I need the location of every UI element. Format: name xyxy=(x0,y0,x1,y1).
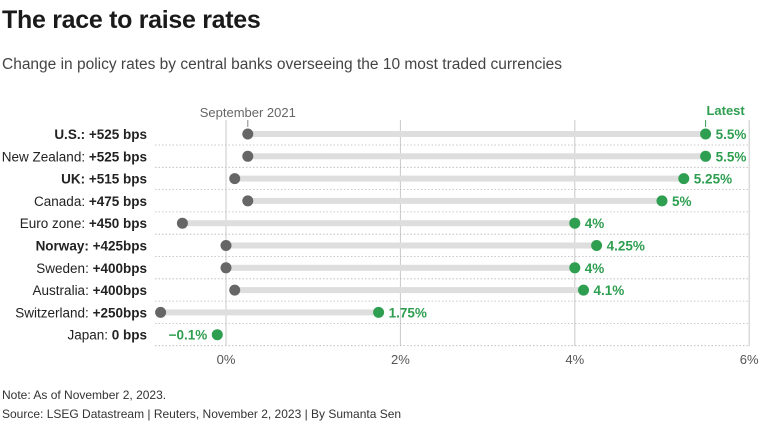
latest-value-label: 4% xyxy=(585,216,605,231)
range-bar xyxy=(182,220,575,227)
row-country: New Zealand: xyxy=(2,149,89,164)
start-point xyxy=(220,262,232,274)
row-label: Japan: 0 bps xyxy=(67,328,147,343)
row-country: U.S.: xyxy=(54,127,89,142)
latest-point xyxy=(678,173,690,185)
row-change: +450 bps xyxy=(89,216,147,231)
row-label: Euro zone: +450 bps xyxy=(20,216,147,231)
row-label: Norway: +425bps xyxy=(36,239,147,254)
latest-point xyxy=(569,262,581,274)
row-change: +400bps xyxy=(93,261,147,276)
range-bar xyxy=(247,153,706,160)
row-change: +250bps xyxy=(93,305,147,320)
row-change: +515 bps xyxy=(89,172,147,187)
latest-point xyxy=(700,128,712,140)
chart-source: Source: LSEG Datastream | Reuters, Novem… xyxy=(2,407,402,421)
range-bar xyxy=(247,197,663,204)
row-label: Australia: +400bps xyxy=(33,283,147,298)
row-country: Sweden: xyxy=(36,261,92,276)
latest-label: Latest xyxy=(706,103,745,118)
latest-value-label: 5.5% xyxy=(716,149,747,164)
row-country: Switzerland: xyxy=(15,305,92,320)
start-label: September 2021 xyxy=(200,105,296,120)
latest-point xyxy=(569,217,581,229)
row-country: Canada: xyxy=(34,194,89,209)
row-label: Switzerland: +250bps xyxy=(15,305,147,320)
latest-value-label: 4.1% xyxy=(594,283,625,298)
start-point xyxy=(176,217,188,229)
latest-value-label: −0.1% xyxy=(169,328,208,343)
row-country: Euro zone: xyxy=(20,216,89,231)
start-point xyxy=(242,128,254,140)
row-change: 0 bps xyxy=(112,328,147,343)
start-point xyxy=(242,150,254,162)
row-change: +425bps xyxy=(93,239,147,254)
chart-title: The race to raise rates xyxy=(2,6,261,34)
latest-value-label: 4.25% xyxy=(607,239,645,254)
row-country: Norway: xyxy=(36,239,93,254)
x-tick-label: 0% xyxy=(217,352,236,367)
range-bar xyxy=(160,309,379,316)
start-point xyxy=(229,284,241,296)
row-label: U.S.: +525 bps xyxy=(54,127,147,142)
start-point xyxy=(155,306,167,318)
latest-value-label: 4% xyxy=(585,261,605,276)
latest-point xyxy=(591,240,603,251)
row-label: Canada: +475 bps xyxy=(34,194,147,209)
x-tick-label: 6% xyxy=(740,352,759,367)
latest-point xyxy=(656,195,668,207)
row-country: UK: xyxy=(61,172,89,187)
latest-value-label: 5.5% xyxy=(716,127,747,142)
range-bar xyxy=(234,287,584,294)
latest-value-label: 1.75% xyxy=(389,305,427,320)
row-change: +525 bps xyxy=(89,127,147,142)
row-change: +400bps xyxy=(93,283,147,298)
latest-value-label: 5.25% xyxy=(694,172,732,187)
latest-value-label: 5% xyxy=(672,194,692,209)
x-tick-label: 4% xyxy=(565,352,584,367)
dumbbell-chart: 0% 2% 4% 6% September 2021 Latest U.S.: +525 b… xyxy=(2,103,759,367)
range-bar xyxy=(226,242,597,249)
chart-subtitle: Change in policy rates by central banks … xyxy=(2,56,563,73)
row-label: New Zealand: +525 bps xyxy=(2,149,147,164)
latest-point xyxy=(700,150,712,162)
latest-point xyxy=(578,284,590,296)
latest-point xyxy=(211,329,223,341)
chart-note: Note: As of November 2, 2023. xyxy=(2,388,167,402)
start-point xyxy=(220,240,232,251)
row-country: Australia: xyxy=(33,283,93,298)
row-label: Sweden: +400bps xyxy=(36,261,147,276)
row-label: UK: +515 bps xyxy=(61,172,147,187)
range-bar xyxy=(234,175,684,182)
start-point xyxy=(242,195,254,207)
row-change: +475 bps xyxy=(89,194,147,209)
row-country: Japan: xyxy=(67,328,111,343)
latest-point xyxy=(373,306,385,318)
x-tick-label: 2% xyxy=(391,352,410,367)
row-change: +525 bps xyxy=(89,149,147,164)
range-bar xyxy=(247,131,706,137)
range-bar xyxy=(226,264,575,271)
start-point xyxy=(229,173,241,185)
